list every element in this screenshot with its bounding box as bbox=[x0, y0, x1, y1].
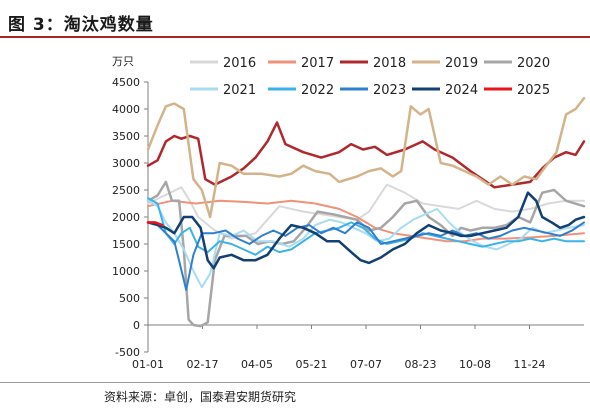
legend-label: 2025 bbox=[517, 83, 550, 98]
legend-label: 2016 bbox=[223, 56, 256, 71]
legend-item-2017: 2017 bbox=[268, 56, 334, 71]
legend-label: 2019 bbox=[445, 56, 478, 71]
y-axis-label: 万只 bbox=[112, 55, 134, 68]
legend-label: 2024 bbox=[445, 83, 478, 98]
series-line-2022 bbox=[147, 197, 585, 256]
y-tick-label: 1000 bbox=[112, 265, 140, 278]
legend-item-2024: 2024 bbox=[412, 83, 478, 98]
page-title: 图 3：淘汰鸡数量 bbox=[8, 15, 154, 35]
series-line-2024 bbox=[146, 191, 586, 270]
title-divider bbox=[0, 36, 590, 38]
x-tick-label: 07-07 bbox=[350, 358, 382, 371]
x-tick-label: 10-08 bbox=[459, 358, 491, 371]
legend-item-2016: 2016 bbox=[190, 56, 256, 71]
legend-label: 2018 bbox=[373, 56, 406, 71]
legend-item-2018: 2018 bbox=[340, 56, 406, 71]
legend-label: 2023 bbox=[373, 83, 406, 98]
series-line-2018 bbox=[146, 121, 586, 189]
y-tick-label: 3500 bbox=[112, 130, 140, 143]
legend-item-2022: 2022 bbox=[268, 83, 334, 98]
series-line-2025 bbox=[146, 221, 164, 227]
legend-label: 2017 bbox=[301, 56, 334, 71]
legend-label: 2022 bbox=[301, 83, 334, 98]
series-line-2021 bbox=[147, 199, 585, 289]
legend-item-2020: 2020 bbox=[484, 56, 550, 71]
y-tick-label: 4000 bbox=[112, 103, 140, 116]
x-tick-label: 11-24 bbox=[514, 358, 546, 371]
chart-legend: 2016 2017 2018 2019 2020 2021 2022 2023 2024 2025 bbox=[190, 56, 550, 98]
series-line-2017 bbox=[147, 199, 585, 243]
source-divider bbox=[0, 382, 590, 383]
y-tick-label: 3000 bbox=[112, 157, 140, 170]
y-tick-label: 4500 bbox=[112, 76, 140, 89]
legend-item-2023: 2023 bbox=[340, 83, 406, 98]
legend-item-2019: 2019 bbox=[412, 56, 478, 71]
x-tick-label: 04-05 bbox=[241, 358, 273, 371]
x-tick-label: 01-01 bbox=[132, 358, 164, 371]
y-tick-label: 500 bbox=[119, 292, 140, 305]
y-tick-label: 2500 bbox=[112, 184, 140, 197]
x-tick-label: 08-23 bbox=[405, 358, 437, 371]
series-line-2016 bbox=[147, 183, 585, 240]
y-tick-label: -500 bbox=[115, 346, 140, 359]
y-tick-label: 1500 bbox=[112, 238, 140, 251]
legend-label: 2021 bbox=[223, 83, 256, 98]
legend-item-2025: 2025 bbox=[484, 83, 550, 98]
series-line-2019 bbox=[146, 96, 586, 219]
series-line-2023 bbox=[147, 221, 585, 291]
legend-item-2021: 2021 bbox=[190, 83, 256, 98]
legend-label: 2020 bbox=[517, 56, 550, 71]
x-tick-label: 05-21 bbox=[296, 358, 328, 371]
source-note: 资料来源：卓创，国泰君安期货研究 bbox=[104, 390, 297, 404]
line-chart: -500 0 500 1000 1500 2000 2500 3000 3500 4000 4500… bbox=[112, 55, 586, 371]
x-tick-label: 02-17 bbox=[187, 358, 219, 371]
series-line-2020 bbox=[146, 180, 586, 328]
y-tick-label: 0 bbox=[133, 319, 140, 332]
chart-axes: -500 0 500 1000 1500 2000 2500 3000 3500 4000 4500… bbox=[112, 76, 584, 371]
y-tick-label: 2000 bbox=[112, 211, 140, 224]
chart-series-lines bbox=[146, 96, 586, 328]
